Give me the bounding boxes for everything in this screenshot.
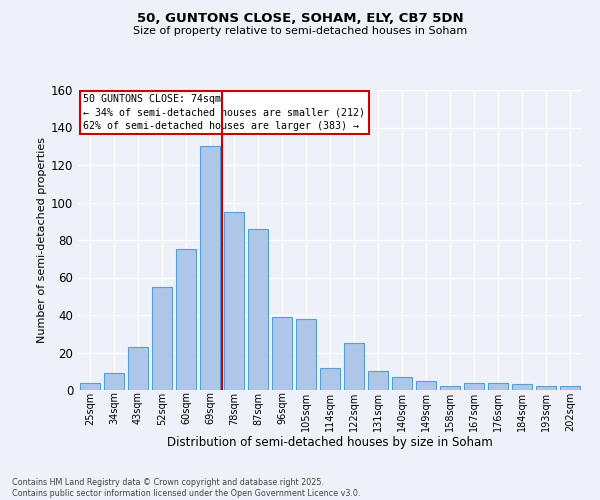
Bar (224, 212, 244, 390)
Text: Contains HM Land Registry data © Crown copyright and database right 2025.
Contai: Contains HM Land Registry data © Crown c… (12, 478, 361, 498)
Bar (296, 319, 316, 390)
Bar (248, 229, 268, 390)
Bar (392, 377, 412, 390)
Bar (560, 386, 580, 390)
Bar (344, 343, 364, 390)
Bar (152, 287, 172, 390)
Bar (536, 386, 556, 390)
Bar (272, 317, 292, 390)
Bar (488, 382, 508, 390)
Bar (176, 250, 196, 390)
Y-axis label: Number of semi-detached properties: Number of semi-detached properties (37, 137, 47, 343)
Bar (368, 371, 388, 390)
Bar (128, 347, 148, 390)
Bar (416, 380, 436, 390)
X-axis label: Distribution of semi-detached houses by size in Soham: Distribution of semi-detached houses by … (167, 436, 493, 450)
Bar (104, 373, 124, 390)
Bar (512, 384, 532, 390)
Text: Size of property relative to semi-detached houses in Soham: Size of property relative to semi-detach… (133, 26, 467, 36)
Bar (440, 386, 460, 390)
Text: 50, GUNTONS CLOSE, SOHAM, ELY, CB7 5DN: 50, GUNTONS CLOSE, SOHAM, ELY, CB7 5DN (137, 12, 463, 26)
Bar (320, 368, 340, 390)
Text: 50 GUNTONS CLOSE: 74sqm
← 34% of semi-detached houses are smaller (212)
62% of s: 50 GUNTONS CLOSE: 74sqm ← 34% of semi-de… (83, 94, 365, 131)
Bar (80, 382, 100, 390)
Bar (200, 146, 220, 390)
Bar (464, 382, 484, 390)
